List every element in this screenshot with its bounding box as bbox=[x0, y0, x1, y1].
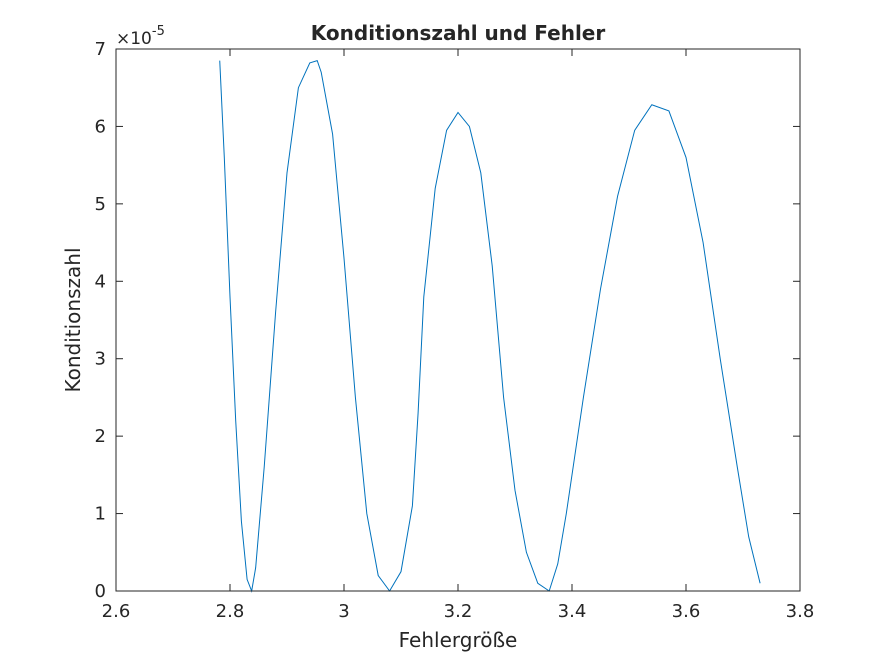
x-axis-label: Fehlergröße bbox=[399, 628, 518, 652]
chart-title: Konditionszahl und Fehler bbox=[311, 21, 606, 45]
y-tick-label: 1 bbox=[95, 504, 106, 525]
x-tick-label: 2.8 bbox=[216, 601, 245, 622]
y-tick-label: 3 bbox=[95, 349, 106, 370]
x-tick-label: 2.6 bbox=[102, 601, 131, 622]
x-tick-label: 3.6 bbox=[672, 601, 701, 622]
y-tick-label: 6 bbox=[95, 116, 106, 137]
y-tick-label: 5 bbox=[95, 194, 106, 215]
x-tick-label: 3.8 bbox=[786, 601, 815, 622]
data-line bbox=[219, 59, 761, 593]
x-tick-label: 3 bbox=[338, 601, 349, 622]
y-axis-ticks: 0 1 2 3 4 5 6 7 bbox=[95, 39, 800, 602]
axes-box bbox=[115, 48, 801, 592]
x-axis-ticks: 2.6 2.8 3 3.2 3.4 3.6 3.8 bbox=[102, 49, 815, 622]
plot-area bbox=[116, 49, 800, 591]
y-tick-label: 4 bbox=[95, 271, 106, 292]
y-axis-exponent-base: ×10 bbox=[116, 29, 152, 49]
y-axis-label: Konditionszahl bbox=[61, 248, 85, 393]
y-tick-label: 0 bbox=[95, 581, 106, 602]
y-tick-label: 7 bbox=[95, 39, 106, 60]
x-tick-label: 3.2 bbox=[444, 601, 473, 622]
x-tick-label: 3.4 bbox=[558, 601, 587, 622]
y-axis-exponent-power: -5 bbox=[152, 24, 165, 39]
y-axis-exponent: ×10-5 bbox=[116, 24, 165, 49]
y-tick-label: 2 bbox=[95, 426, 106, 447]
